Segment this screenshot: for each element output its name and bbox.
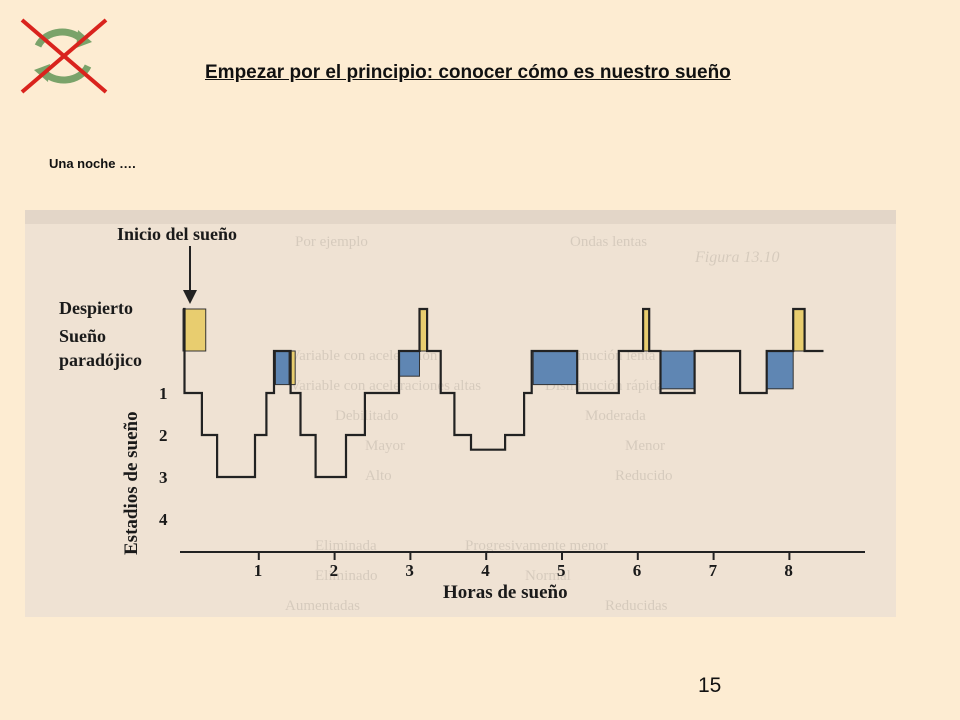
awake-bar-3 (418, 308, 428, 352)
rem-bar-5 (766, 350, 794, 390)
x-ticks: 1 2 3 4 5 6 7 8 (254, 552, 793, 580)
rem-bar-2 (398, 350, 420, 377)
rem-bar-3 (532, 350, 578, 386)
svg-text:Reducido: Reducido (615, 468, 673, 484)
y-label-rem-line1: Sueño (59, 326, 106, 346)
slide-title: Empezar por el principio: conocer cómo e… (205, 62, 731, 83)
x-tick-label-5: 5 (557, 561, 566, 580)
x-tick-label-6: 6 (633, 561, 642, 580)
y-label-rem-line2: paradójico (59, 350, 142, 370)
svg-text:Eliminado: Eliminado (315, 568, 378, 584)
x-tick-label-7: 7 (709, 561, 718, 580)
cycle-crossed-out-icon (16, 16, 110, 96)
rem-bar-1 (274, 350, 290, 386)
awake-bar-5 (792, 308, 806, 352)
svg-text:Menor: Menor (625, 438, 665, 454)
y-tick-label-2: 2 (159, 426, 168, 445)
figure-top-band (25, 210, 896, 224)
svg-text:Por ejemplo: Por ejemplo (295, 234, 368, 250)
svg-text:Reducidas: Reducidas (605, 598, 668, 614)
stage-bars (182, 308, 806, 390)
annotation-arrowhead (183, 290, 197, 304)
y-ticks: 1 2 3 4 (159, 384, 168, 529)
svg-text:Alto: Alto (365, 468, 392, 484)
y-axis-title: Estadios de sueño (121, 411, 142, 555)
y-tick-label-4: 4 (159, 510, 168, 529)
hypnogram-chart: Por ejemplo Ondas lentas Figura 13.10 Va… (25, 210, 896, 617)
svg-text:Debilitado: Debilitado (335, 408, 398, 424)
x-tick-label-1: 1 (254, 561, 262, 580)
svg-text:Ondas lentas: Ondas lentas (570, 234, 647, 250)
hypnogram-line (183, 307, 824, 479)
svg-text:Moderada: Moderada (585, 408, 646, 424)
x-axis-title: Horas de sueño (443, 582, 568, 603)
svg-text:Mayor: Mayor (365, 438, 405, 454)
awake-bar-1 (182, 308, 207, 352)
subtitle: Una noche …. (49, 156, 136, 171)
cross-line-b (20, 18, 108, 94)
y-label-awake: Despierto (59, 298, 133, 318)
x-tick-label-8: 8 (784, 561, 793, 580)
figure-background (25, 210, 896, 617)
hypnogram-figure: Por ejemplo Ondas lentas Figura 13.10 Va… (25, 210, 896, 617)
svg-text:Normal: Normal (525, 568, 571, 584)
rem-bar-4 (660, 350, 696, 390)
x-tick-label-2: 2 (330, 561, 339, 580)
svg-text:Eliminada: Eliminada (315, 538, 377, 554)
svg-text:Figura 13.10: Figura 13.10 (694, 249, 779, 266)
svg-text:Variable con aceleraciones alt: Variable con aceleraciones altas (290, 378, 481, 394)
x-tick-label-3: 3 (405, 561, 414, 580)
svg-text:Aumentadas: Aumentadas (285, 598, 360, 614)
svg-text:Progresivamente menor: Progresivamente menor (465, 538, 608, 554)
x-tick-label-4: 4 (481, 561, 490, 580)
page-number: 15 (698, 674, 722, 697)
y-tick-label-3: 3 (159, 468, 168, 487)
awake-bar-2 (288, 350, 296, 386)
y-tick-label-1: 1 (159, 384, 168, 403)
annotation-sleep-onset: Inicio del sueño (117, 224, 237, 244)
plot-area: 1 2 3 4 5 6 7 8 1 2 3 4 (159, 307, 865, 580)
